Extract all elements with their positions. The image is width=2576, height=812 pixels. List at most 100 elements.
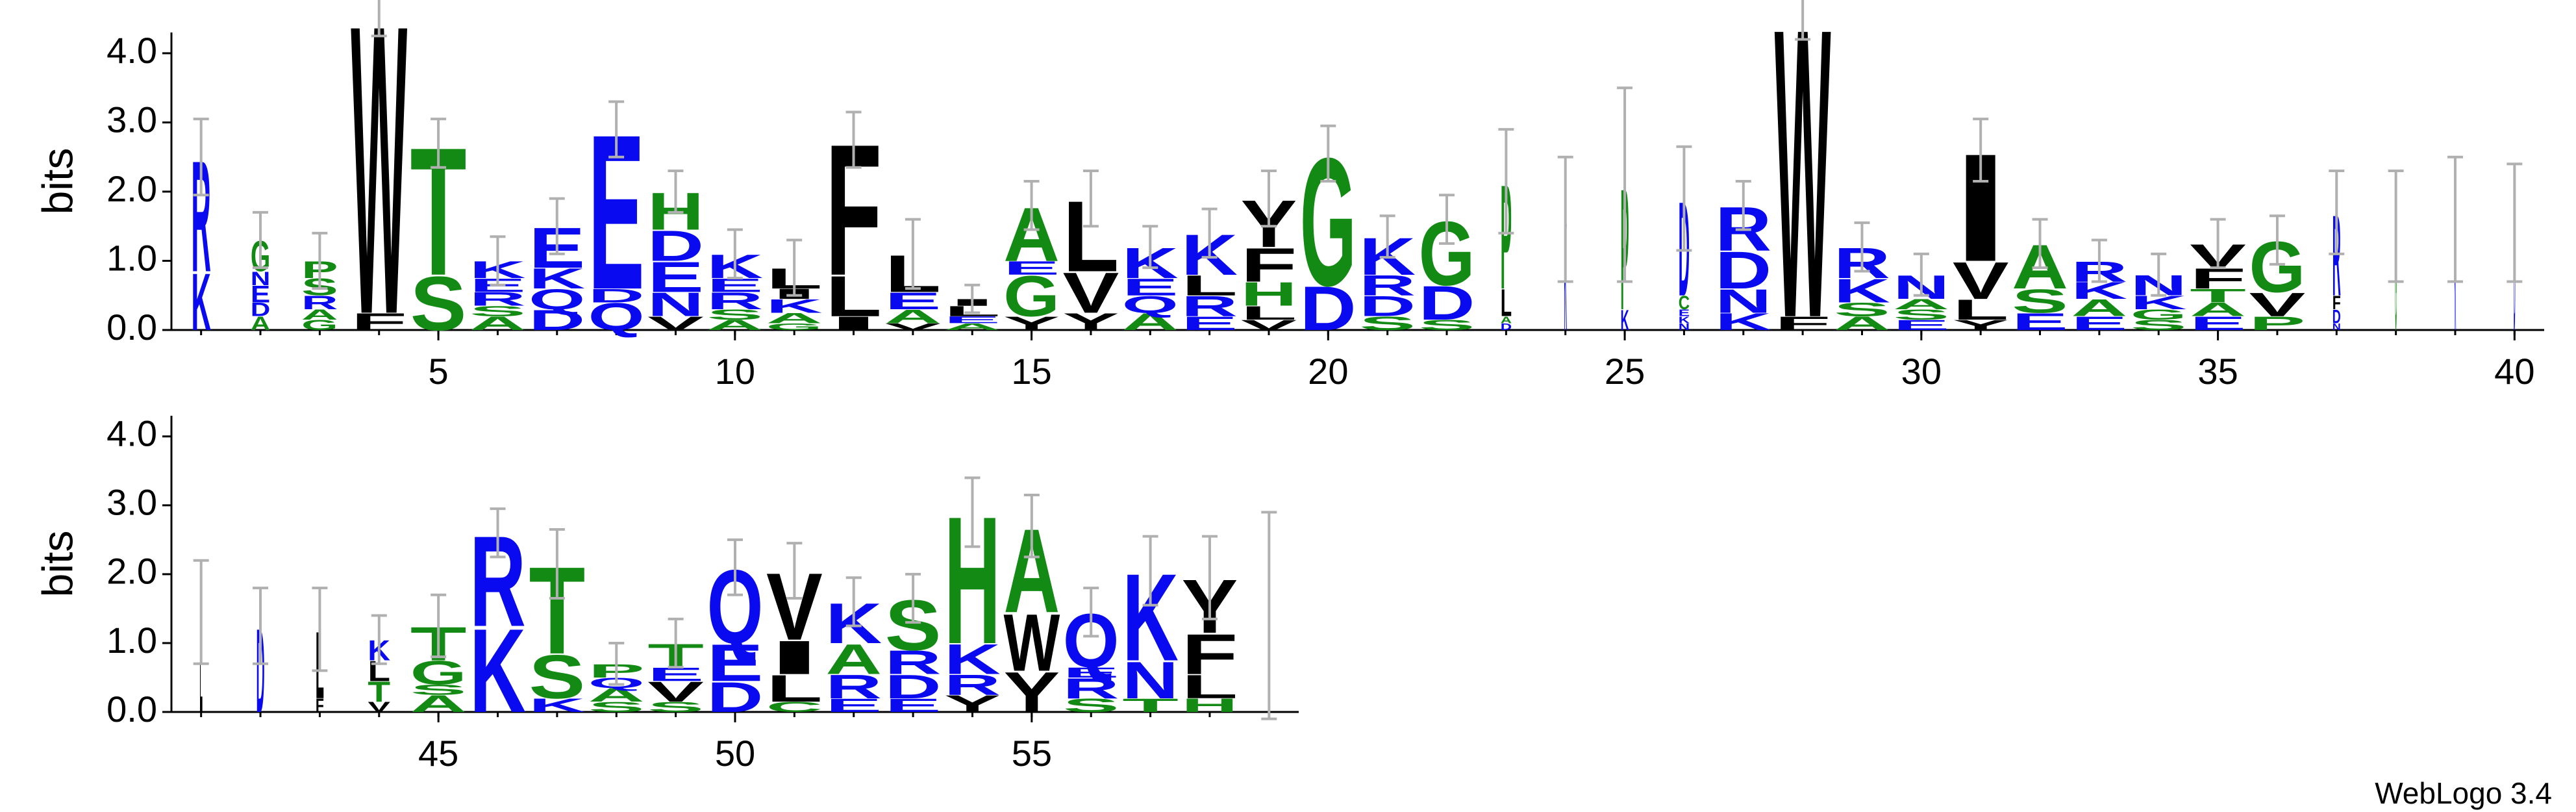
logo-letter: N bbox=[251, 268, 270, 289]
logo-letter: L bbox=[1181, 270, 1238, 301]
y-tick-label: 0.0 bbox=[106, 307, 157, 348]
logo-letter: E bbox=[1181, 312, 1238, 334]
logo-letter: E bbox=[1063, 665, 1119, 681]
logo-letter: F bbox=[1775, 312, 1831, 334]
logo-letter: K bbox=[1715, 309, 1771, 335]
x-tick-label: 5 bbox=[428, 351, 448, 392]
logo-letter: D bbox=[251, 299, 270, 320]
logo-letter: E bbox=[647, 253, 704, 301]
logo-letter: V bbox=[1953, 251, 2009, 311]
logo-letter: E bbox=[2071, 312, 2127, 334]
logo-letter: T bbox=[2190, 285, 2246, 307]
logo-letter: S bbox=[529, 642, 585, 711]
logo-letter: E bbox=[884, 288, 941, 314]
logo-letter: E bbox=[1003, 257, 1060, 279]
logo-letter: R bbox=[1181, 290, 1238, 322]
logo-letter: A bbox=[1122, 309, 1179, 335]
logo-letter: P bbox=[2249, 312, 2306, 334]
logo-letter: A bbox=[825, 635, 882, 683]
logo-letter: D bbox=[707, 673, 764, 721]
x-tick-label: 25 bbox=[1605, 351, 1645, 392]
logo-letter: S bbox=[1063, 694, 1119, 716]
logo-letter: E bbox=[707, 633, 764, 692]
logo-letter: S bbox=[410, 682, 467, 698]
logo-letter: D bbox=[647, 222, 704, 270]
logo-letter: A bbox=[766, 311, 823, 327]
y-tick-label: 4.0 bbox=[106, 30, 157, 71]
logo-letter: V bbox=[368, 700, 390, 715]
logo-letter: H bbox=[1241, 275, 1297, 313]
logo-letter: Q bbox=[588, 295, 645, 338]
logo-letter: G bbox=[1003, 264, 1060, 329]
x-tick-label: 35 bbox=[2197, 351, 2238, 392]
logo-letter: F bbox=[351, 309, 407, 335]
logo-letter: Y bbox=[1063, 309, 1119, 335]
logo-letter: C bbox=[1679, 292, 1690, 314]
x-tick-label: 30 bbox=[1901, 351, 1942, 392]
logo-letter: D bbox=[1501, 322, 1512, 332]
x-tick-label: 20 bbox=[1308, 351, 1348, 392]
logo-letter: A bbox=[1834, 312, 1890, 334]
logo-letter: H bbox=[1182, 694, 1238, 716]
y-tick-label: 1.0 bbox=[106, 237, 157, 278]
logo-letter: G bbox=[2131, 307, 2187, 323]
logo-letter: S bbox=[2131, 317, 2187, 333]
logo-letter: G bbox=[766, 322, 823, 333]
y-axis-label: bits bbox=[33, 531, 81, 598]
logo-letter: F bbox=[1241, 238, 1297, 292]
logo-letter: D bbox=[1359, 290, 1416, 322]
logo-letter: V bbox=[1241, 317, 1297, 333]
logo-letter: A bbox=[707, 317, 763, 333]
logo-letter: D bbox=[529, 304, 585, 336]
logo-letter: W bbox=[351, 0, 408, 401]
logo-letter: K bbox=[766, 296, 823, 317]
logo-letter: V bbox=[2249, 286, 2306, 324]
logo-letter: R bbox=[1359, 270, 1416, 301]
logo-letter: K bbox=[1621, 305, 1629, 337]
logo-letter: R bbox=[301, 292, 338, 313]
logo-letter: Q bbox=[1122, 291, 1179, 318]
logo-letter: Y bbox=[1003, 660, 1060, 724]
logo-letter: S bbox=[1893, 307, 1949, 323]
logo-letter: T bbox=[368, 676, 390, 707]
logo-letter: K bbox=[529, 694, 585, 716]
logo-letter: E bbox=[1679, 308, 1690, 318]
logo-letter: A bbox=[1893, 296, 1949, 312]
logo-letter: A bbox=[410, 691, 467, 717]
logo-letter: R bbox=[707, 288, 763, 314]
logo-letter: N bbox=[647, 286, 704, 324]
logo-letter: W bbox=[1003, 598, 1060, 689]
logo-letter: L bbox=[1501, 281, 1512, 324]
logo-letter: V bbox=[647, 676, 704, 708]
logo-letter: F bbox=[1182, 622, 1238, 687]
logo-letter: E bbox=[251, 281, 270, 308]
logo-letter: K bbox=[529, 262, 585, 294]
x-tick-label: 10 bbox=[715, 351, 755, 392]
logo-letter: Y bbox=[1003, 312, 1060, 334]
logo-letter: Q bbox=[529, 283, 585, 316]
x-tick-label: 45 bbox=[418, 733, 458, 774]
logo-letter: A bbox=[884, 306, 941, 327]
y-tick-label: 1.0 bbox=[106, 620, 157, 661]
logo-letter: S bbox=[410, 260, 467, 346]
logo-letter: I bbox=[766, 631, 823, 684]
logo-letter: T bbox=[1122, 694, 1179, 716]
logo-letter: F bbox=[316, 696, 324, 717]
logo-letter: A bbox=[251, 312, 270, 334]
x-tick-label: 15 bbox=[1011, 351, 1051, 392]
x-tick-label: 50 bbox=[715, 733, 755, 774]
logo-letter: R bbox=[885, 644, 942, 681]
logo-letter: S bbox=[1419, 317, 1475, 333]
logo-letter: D bbox=[1419, 277, 1475, 330]
logo-letter: K bbox=[469, 603, 526, 737]
x-tick-label: 40 bbox=[2494, 351, 2534, 392]
logo-letter: A bbox=[301, 307, 338, 323]
logo-letter: Y bbox=[1953, 317, 2009, 333]
logo-letter: S bbox=[1359, 312, 1416, 334]
logo-letter: R bbox=[1063, 672, 1119, 704]
logo-letter: V bbox=[884, 322, 941, 333]
logo-letter: S bbox=[469, 303, 526, 320]
logo-letter: S bbox=[647, 699, 704, 715]
y-tick-label: 0.0 bbox=[106, 689, 157, 730]
logo-letter: D bbox=[1715, 240, 1771, 299]
